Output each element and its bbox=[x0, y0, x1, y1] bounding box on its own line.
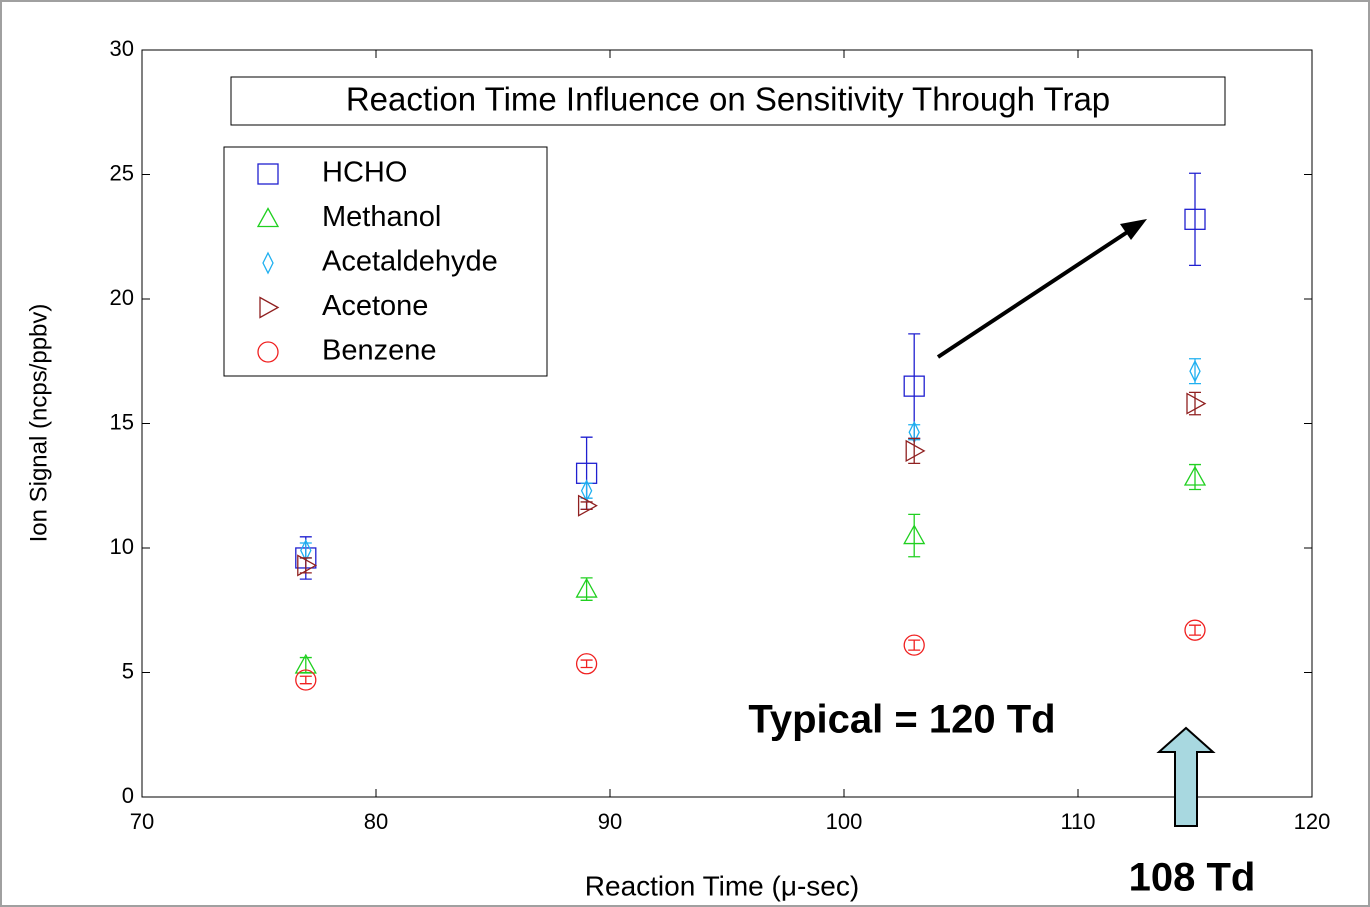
marker bbox=[903, 634, 925, 656]
marker bbox=[257, 163, 279, 185]
y-axis-label: Ion Signal (ncps/ppbv) bbox=[25, 304, 52, 543]
marker bbox=[577, 494, 598, 517]
error-bar bbox=[580, 659, 593, 669]
legend-label: Acetone bbox=[322, 290, 428, 322]
y-tick-label: 20 bbox=[110, 285, 134, 310]
legend-label: Acetaldehyde bbox=[322, 246, 498, 278]
legend-label: Methanol bbox=[322, 201, 441, 233]
marker bbox=[259, 296, 280, 319]
marker bbox=[1184, 619, 1206, 641]
x-tick-label: 90 bbox=[598, 809, 622, 834]
marker bbox=[1184, 208, 1206, 230]
marker bbox=[295, 669, 317, 691]
legend bbox=[223, 146, 548, 377]
legend-label: Benzene bbox=[322, 335, 437, 367]
annotation: 108 Td bbox=[1129, 856, 1256, 900]
error-bar bbox=[1189, 391, 1201, 416]
marker bbox=[297, 554, 318, 577]
marker bbox=[903, 375, 925, 397]
up-arrow bbox=[1156, 726, 1216, 827]
error-bar bbox=[1189, 624, 1201, 636]
y-tick-label: 5 bbox=[122, 658, 134, 683]
marker bbox=[575, 653, 598, 675]
y-tick-label: 0 bbox=[122, 783, 134, 808]
error-bar bbox=[1189, 358, 1201, 385]
arrow bbox=[936, 227, 1134, 359]
annotation: Typical = 120 Td bbox=[748, 698, 1055, 742]
error-bar bbox=[908, 639, 921, 651]
x-tick-label: 80 bbox=[364, 809, 388, 834]
marker bbox=[1183, 465, 1207, 486]
marker bbox=[1189, 359, 1201, 383]
x-axis-label: Reaction Time (μ-sec) bbox=[585, 870, 859, 901]
marker bbox=[257, 341, 279, 363]
arrowhead bbox=[1120, 219, 1147, 240]
x-tick-label: 70 bbox=[130, 809, 154, 834]
marker bbox=[1186, 392, 1207, 415]
chart-title: Reaction Time Influence on Sensitivity T… bbox=[346, 81, 1110, 118]
x-tick-label: 100 bbox=[826, 809, 863, 834]
marker bbox=[256, 207, 280, 228]
legend-label: HCHO bbox=[322, 157, 407, 189]
y-tick-label: 10 bbox=[110, 534, 134, 559]
x-tick-label: 110 bbox=[1060, 809, 1095, 834]
error-bar bbox=[299, 675, 312, 685]
error-bar bbox=[908, 437, 921, 464]
error-bar bbox=[908, 513, 921, 558]
marker bbox=[262, 251, 274, 275]
title-box bbox=[230, 76, 1226, 126]
y-tick-label: 25 bbox=[110, 160, 134, 185]
marker bbox=[905, 439, 926, 462]
y-tick-label: 30 bbox=[110, 36, 134, 61]
marker bbox=[575, 577, 598, 598]
marker bbox=[294, 653, 317, 674]
marker bbox=[903, 524, 926, 545]
error-bar bbox=[1189, 172, 1201, 267]
x-tick-label: 120 bbox=[1294, 809, 1331, 834]
y-tick-label: 15 bbox=[110, 409, 134, 434]
